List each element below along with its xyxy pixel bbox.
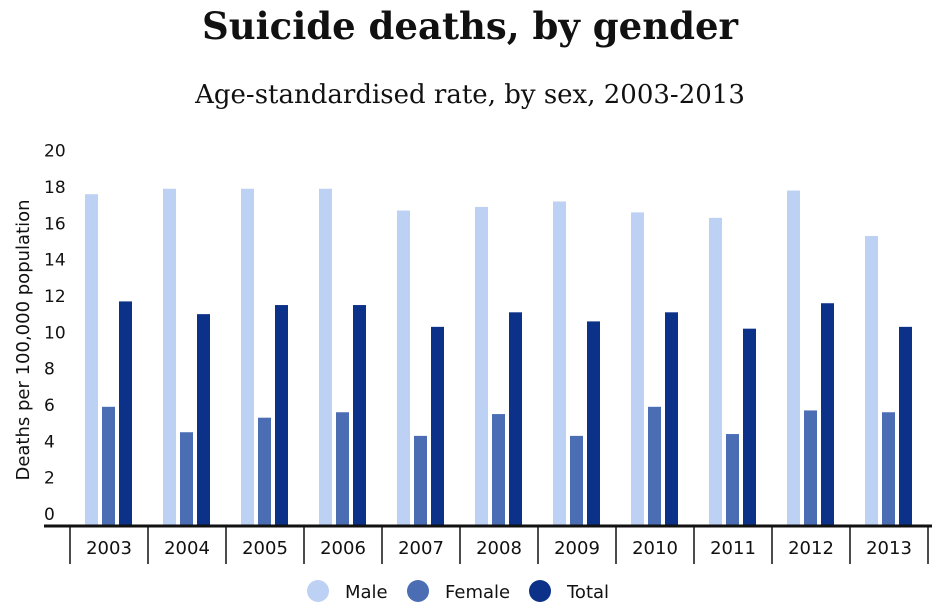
y-tick-label: 20: [44, 142, 66, 162]
bar-female-2009: [570, 435, 583, 526]
bar-total-2008: [509, 312, 522, 526]
bar-total-2007: [431, 326, 444, 526]
bar-female-2013: [882, 412, 895, 526]
y-tick-label: 6: [44, 396, 55, 416]
y-tick-label: 12: [44, 287, 66, 307]
y-tick-label: 4: [44, 432, 55, 452]
bar-male-2011: [709, 217, 722, 527]
bar-female-2012: [804, 410, 817, 526]
bar-total-2012: [821, 303, 834, 526]
chart-title: Suicide deaths, by gender: [202, 4, 738, 48]
bar-female-2008: [492, 414, 505, 526]
bar-total-2005: [275, 305, 288, 526]
bar-male-2013: [865, 235, 878, 526]
bar-male-2012: [787, 190, 800, 526]
y-tick-label: 2: [44, 469, 55, 489]
bar-total-2009: [587, 321, 600, 526]
bar-total-2003: [119, 301, 132, 526]
bar-male-2005: [241, 188, 254, 526]
x-tick-label: 2004: [164, 538, 210, 559]
y-tick-label: 14: [44, 251, 66, 271]
x-tick-label: 2012: [788, 538, 834, 559]
bar-female-2007: [414, 435, 427, 526]
x-tick-label: 2006: [320, 538, 366, 559]
bar-total-2013: [899, 326, 912, 526]
legend-marker-total: [529, 580, 551, 602]
x-tick-label: 2003: [86, 538, 132, 559]
bar-male-2004: [163, 188, 176, 526]
bar-male-2008: [475, 206, 488, 526]
legend-label-total: Total: [566, 582, 609, 603]
x-tick-label: 2005: [242, 538, 288, 559]
bar-total-2006: [353, 305, 366, 526]
x-tick-label: 2007: [398, 538, 444, 559]
bar-male-2009: [553, 201, 566, 526]
bar-female-2011: [726, 434, 739, 526]
legend-marker-male: [307, 580, 329, 602]
x-tick-label: 2010: [632, 538, 678, 559]
x-tick-label: 2009: [554, 538, 600, 559]
y-tick-label: 10: [44, 323, 66, 343]
bar-male-2006: [319, 188, 332, 526]
x-tick-label: 2011: [710, 538, 756, 559]
bar-female-2006: [336, 412, 349, 526]
bar-female-2004: [180, 432, 193, 526]
bar-female-2010: [648, 406, 661, 526]
y-tick-label: 0: [44, 505, 55, 525]
bar-male-2010: [631, 212, 644, 527]
legend-label-female: Female: [445, 582, 510, 603]
chart-subtitle: Age-standardised rate, by sex, 2003-2013: [195, 80, 745, 110]
y-tick-label: 16: [44, 214, 66, 234]
bar-total-2011: [743, 328, 756, 526]
legend-marker-female: [407, 580, 429, 602]
bar-female-2005: [258, 417, 271, 526]
bar-total-2004: [197, 314, 210, 526]
bar-total-2010: [665, 312, 678, 526]
bar-male-2007: [397, 210, 410, 526]
y-axis-label: Deaths per 100,000 population: [13, 199, 34, 480]
x-tick-label: 2008: [476, 538, 522, 559]
y-tick-label: 8: [44, 360, 55, 380]
bar-female-2003: [102, 406, 115, 526]
x-tick-label: 2013: [866, 538, 912, 559]
legend-label-male: Male: [345, 582, 388, 603]
y-tick-label: 18: [44, 178, 66, 198]
bar-male-2003: [85, 194, 98, 526]
